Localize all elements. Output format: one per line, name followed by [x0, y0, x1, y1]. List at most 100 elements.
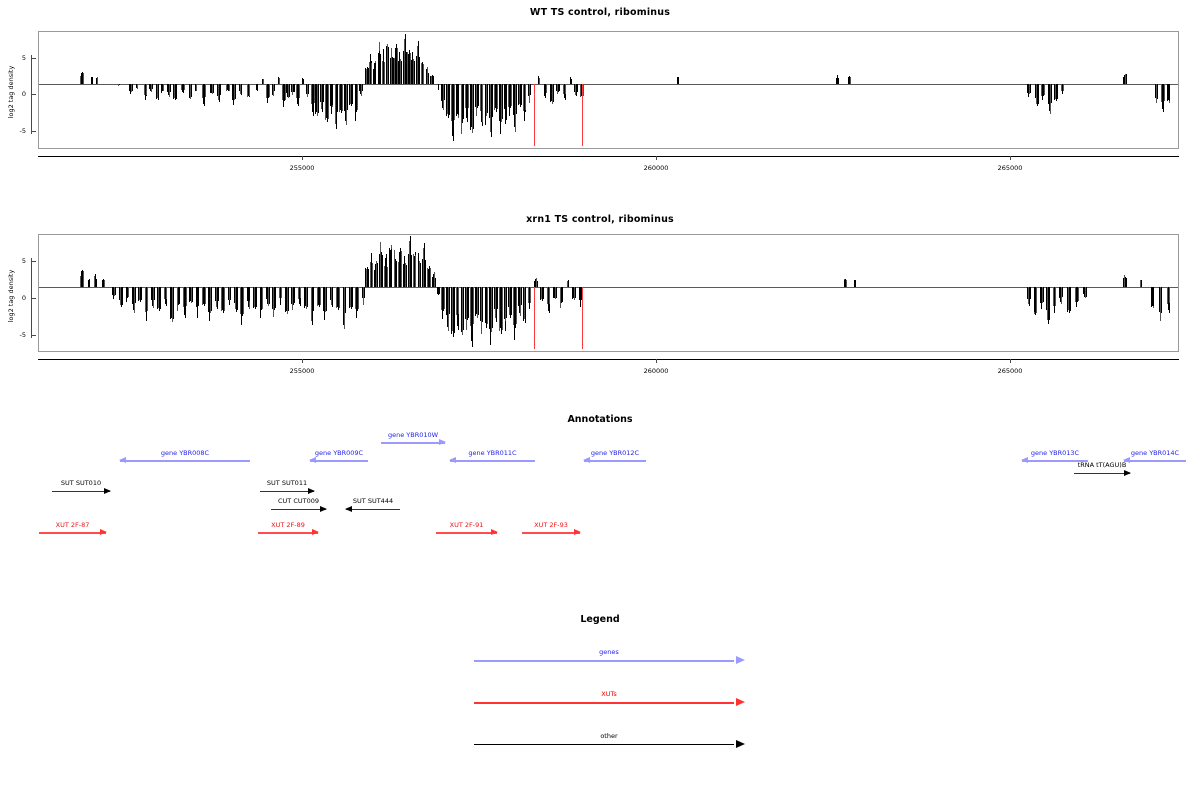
annotation-feature[interactable]: SUT SUT011	[260, 479, 315, 496]
density-bar	[1125, 278, 1127, 287]
density-bar	[298, 286, 300, 304]
density-bar	[487, 286, 489, 324]
annotation-feature[interactable]: gene YBR012C	[583, 449, 646, 466]
density-bar	[470, 286, 472, 326]
density-bar	[1076, 286, 1078, 303]
annotation-feature[interactable]: SUT SUT010	[52, 479, 111, 496]
density-bar	[381, 61, 383, 84]
feature-body-line	[260, 491, 314, 492]
density-bar	[850, 77, 852, 84]
legend-item-genes: genes	[474, 648, 745, 666]
feature-body-line	[450, 460, 535, 462]
annotation-feature[interactable]: SUT SUT444	[345, 497, 400, 514]
density-bar	[344, 286, 346, 330]
density-bar	[151, 83, 153, 93]
density-bar	[527, 83, 529, 96]
density-bar	[398, 261, 400, 287]
density-bar	[176, 286, 178, 305]
annotation-feature[interactable]: gene YBR009C	[309, 449, 368, 466]
density-bar	[335, 83, 337, 125]
annotation-feature[interactable]: CUT CUT009	[271, 497, 327, 514]
density-bar	[573, 83, 575, 93]
density-bar	[183, 286, 185, 315]
density-bar	[325, 83, 327, 118]
density-bar	[330, 286, 332, 306]
density-bar	[113, 286, 115, 296]
annotation-feature[interactable]: XUT 2F-87	[39, 521, 107, 538]
density-bar	[471, 286, 473, 348]
annotation-feature[interactable]: gene YBR011C	[449, 449, 535, 466]
density-bar	[96, 77, 97, 84]
density-bar	[854, 279, 856, 287]
annotation-feature[interactable]: gene YBR010W	[381, 431, 446, 448]
feature-body-line	[258, 532, 318, 534]
density-bar	[202, 83, 204, 104]
density-bar	[455, 83, 457, 116]
density-bar	[203, 83, 205, 106]
density-bar	[426, 68, 428, 84]
density-bar	[82, 271, 84, 287]
annotation-feature[interactable]: gene YBR014C	[1123, 449, 1186, 466]
density-bar	[477, 83, 479, 107]
density-bar	[365, 68, 367, 84]
density-bar	[503, 286, 505, 320]
density-bar	[1042, 83, 1044, 101]
density-bar	[292, 286, 294, 311]
density-bar	[491, 286, 493, 329]
density-bar	[372, 262, 374, 287]
density-bar	[324, 286, 326, 321]
density-bar	[410, 254, 412, 287]
density-bar	[1083, 286, 1085, 297]
density-bar	[843, 279, 845, 287]
density-bar	[523, 286, 525, 319]
density-bar	[133, 286, 135, 314]
annotation-feature[interactable]: gene YBR013C	[1021, 449, 1088, 466]
density-bar	[411, 60, 413, 84]
density-bar	[369, 262, 371, 287]
density-bar	[211, 83, 213, 94]
density-bar	[128, 286, 130, 298]
density-bar	[171, 286, 172, 318]
density-bar	[1068, 286, 1070, 314]
annotation-feature[interactable]: tRNA tT(AGU)B	[1074, 461, 1131, 478]
density-bar	[403, 51, 405, 84]
density-bar	[1035, 286, 1037, 316]
density-bar	[265, 83, 267, 98]
density-bar	[562, 286, 564, 302]
density-bar	[339, 83, 341, 112]
annotation-feature[interactable]: XUT 2F-89	[258, 521, 319, 538]
density-bar	[166, 286, 168, 299]
density-bar	[479, 286, 481, 321]
legend-item-xuts: XUTs	[474, 690, 745, 708]
density-bar	[361, 83, 362, 96]
annotation-feature[interactable]: XUT 2F-93	[522, 521, 581, 538]
density-bar	[498, 286, 500, 331]
density-bar	[327, 83, 329, 119]
density-bar	[112, 286, 114, 299]
y-axis-line-xrn1	[31, 258, 32, 338]
density-bar	[170, 286, 172, 320]
density-bar	[1048, 83, 1050, 112]
density-bar	[267, 286, 269, 307]
arrow-left-icon	[583, 457, 590, 463]
density-bar	[504, 286, 506, 332]
density-bar	[1054, 286, 1056, 308]
density-bar	[96, 278, 98, 287]
density-bar	[1167, 286, 1169, 311]
density-bar	[446, 286, 448, 316]
density-bar	[131, 83, 133, 92]
density-bar	[575, 83, 577, 97]
density-bar	[393, 58, 394, 84]
density-bar	[287, 286, 289, 312]
density-bar	[238, 83, 240, 91]
density-bar	[518, 83, 520, 104]
density-bar	[227, 286, 229, 300]
density-bar	[453, 83, 455, 121]
density-bar	[1039, 286, 1041, 303]
density-bar	[558, 83, 560, 92]
arrow-right-icon	[736, 656, 745, 664]
density-bar	[1028, 286, 1029, 305]
annotation-feature[interactable]: gene YBR008C	[119, 449, 250, 466]
density-bar	[524, 286, 526, 324]
annotation-feature[interactable]: XUT 2F-91	[436, 521, 498, 538]
